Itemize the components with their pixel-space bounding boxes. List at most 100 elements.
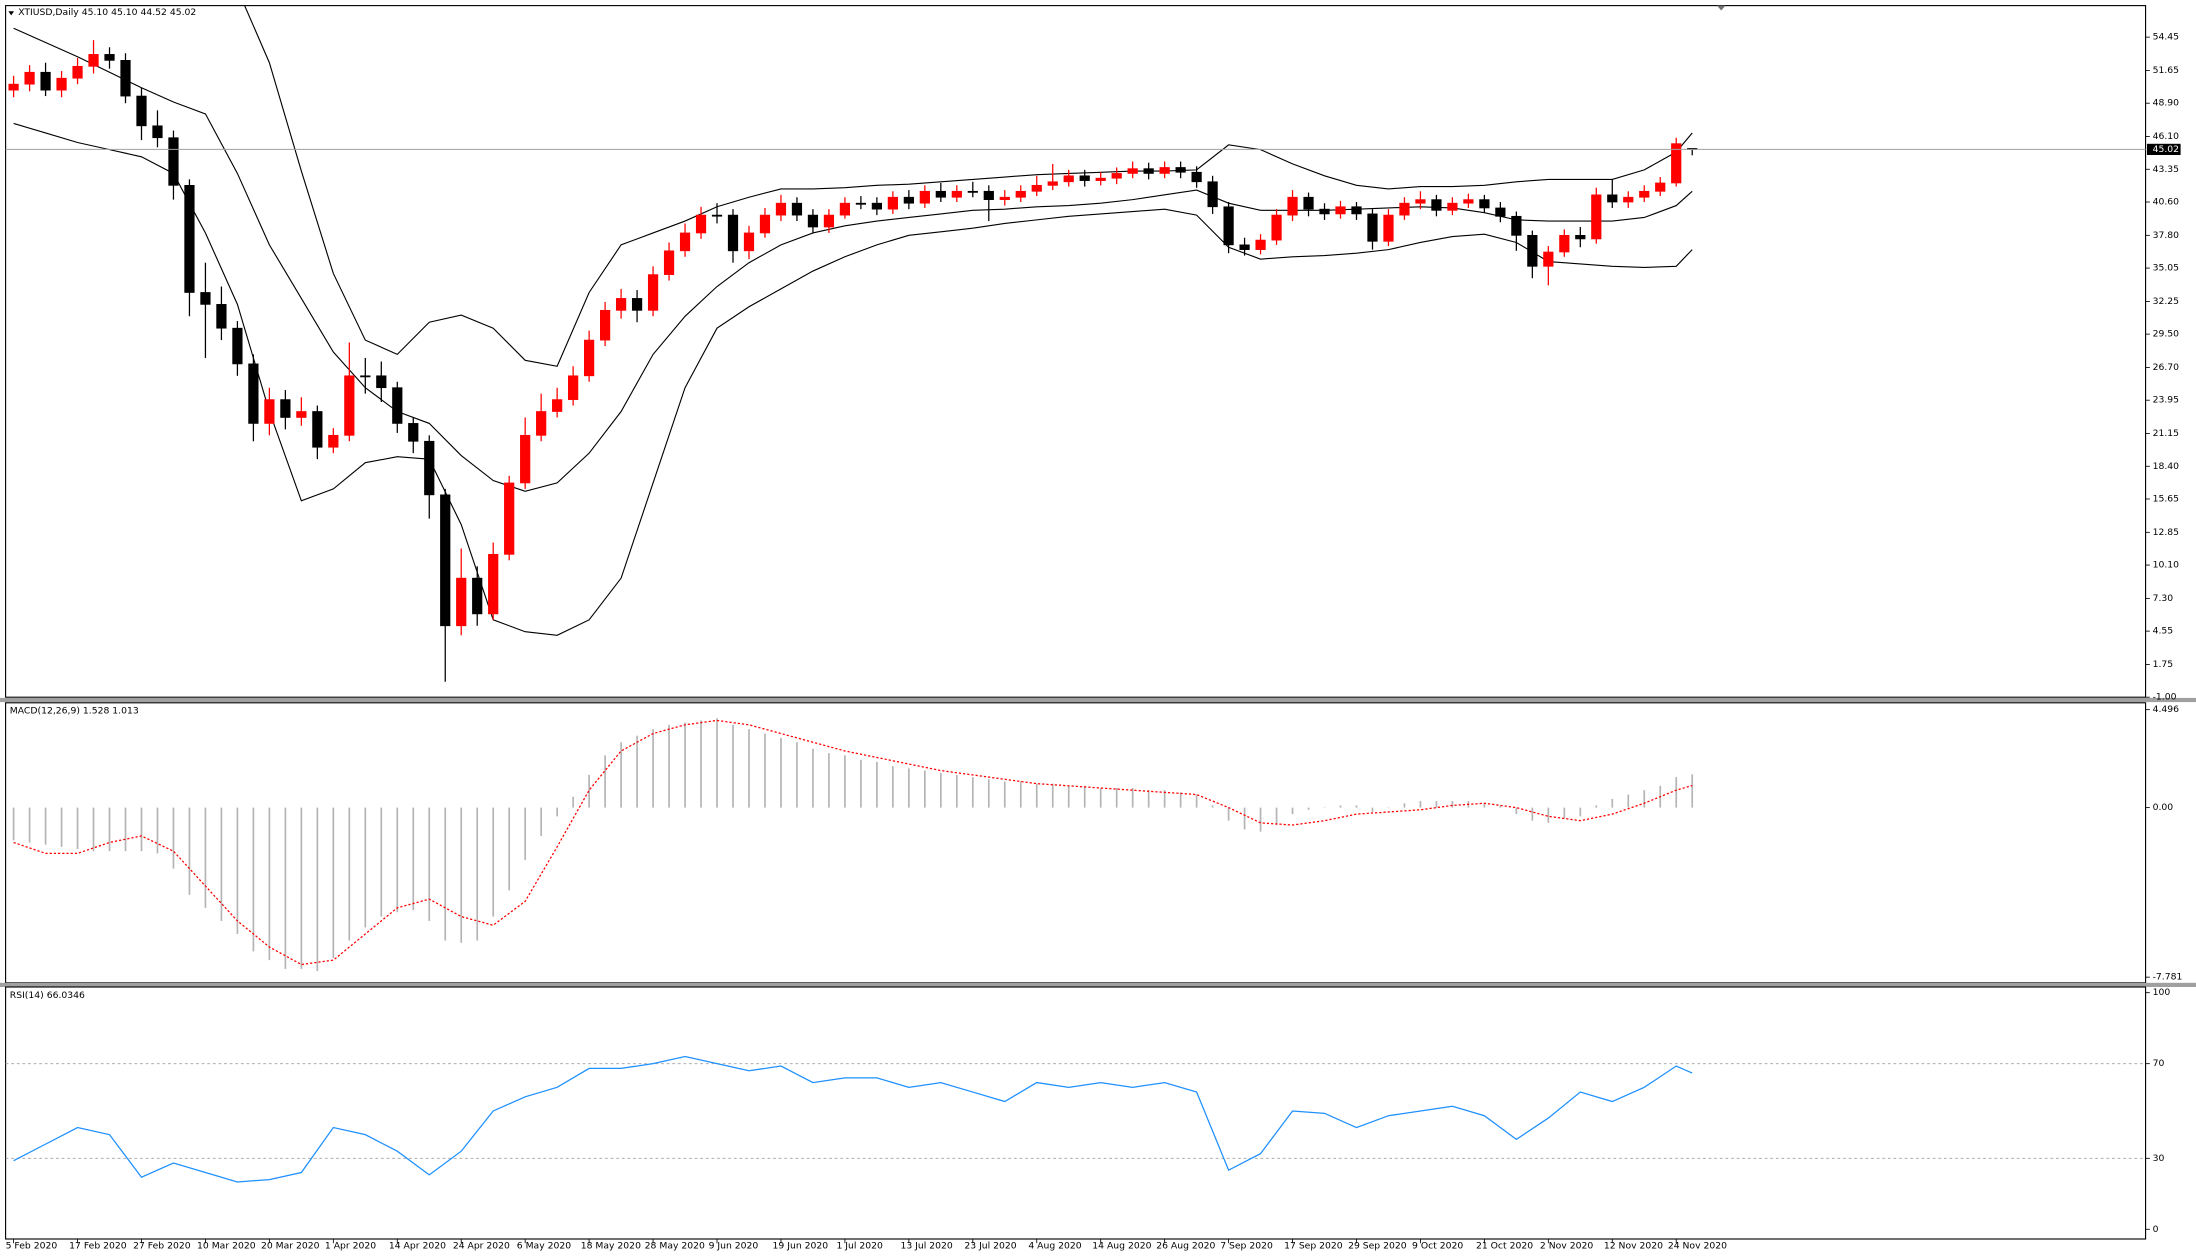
- macd-histogram-bar: [1611, 798, 1614, 808]
- macd-histogram-bar: [28, 807, 31, 843]
- candle-body: [935, 190, 946, 198]
- candle-body: [504, 482, 515, 555]
- x-tick-label: 9 Jun 2020: [709, 1241, 759, 1252]
- candle-body: [1143, 168, 1154, 174]
- x-tick-label: 28 May 2020: [645, 1241, 705, 1252]
- candle-body: [1191, 171, 1202, 183]
- macd-histogram-bar: [1531, 807, 1534, 821]
- candle-body: [1207, 181, 1218, 208]
- candle-body: [120, 60, 131, 97]
- shift-marker: [1717, 5, 1726, 11]
- macd-histogram-bar: [1035, 783, 1038, 808]
- macd-histogram-bar: [1691, 774, 1694, 808]
- candle-body: [1351, 206, 1362, 215]
- candle-body: [1655, 182, 1666, 192]
- candle-body: [280, 399, 291, 418]
- macd-histogram-bar: [1211, 805, 1214, 808]
- candle-body: [376, 375, 387, 389]
- candle-body: [903, 196, 914, 204]
- macd-histogram-bar: [1051, 783, 1054, 808]
- candle-body: [248, 363, 259, 424]
- macd-histogram-bar: [460, 807, 463, 943]
- candle-body: [807, 214, 819, 228]
- macd-histogram-bar: [236, 807, 239, 934]
- macd-title: MACD(12,26,9) 1.528 1.013: [10, 706, 139, 717]
- macd-histogram-bar: [971, 777, 974, 808]
- macd-histogram-bar: [172, 807, 175, 869]
- x-tick-label: 18 May 2020: [581, 1241, 641, 1252]
- menu-triangle[interactable]: [8, 11, 15, 16]
- macd-histogram-bar: [1371, 807, 1374, 812]
- macd-histogram-bar: [1099, 787, 1102, 808]
- candle-body: [775, 202, 787, 216]
- y-tick-label: 1.75: [2153, 659, 2174, 670]
- macd-histogram-bar: [476, 807, 479, 941]
- x-tick-label: 7 Sep 2020: [1220, 1241, 1273, 1252]
- macd-histogram-bar: [1083, 785, 1086, 808]
- y-tick-label: 23.95: [2153, 395, 2180, 406]
- candle-body: [1015, 190, 1026, 198]
- candle-body: [631, 298, 643, 311]
- x-tick-label: 6 May 2020: [517, 1241, 571, 1252]
- macd-histogram-bar: [1355, 805, 1358, 808]
- candle-body: [1255, 239, 1266, 250]
- macd-histogram-bar: [44, 807, 47, 845]
- macd-histogram-bar: [636, 735, 638, 808]
- candle-body: [647, 274, 659, 311]
- candle-body: [88, 54, 99, 67]
- candle-body: [823, 214, 835, 228]
- y-tick-label: -1.00: [2153, 692, 2177, 703]
- chart-title: XTIUSD,Daily 45.10 45.10 44.52 45.02: [18, 7, 196, 18]
- candle-body: [1303, 196, 1314, 210]
- bollinger-band: [13, 122, 1693, 636]
- macd-histogram-bar: [1131, 787, 1134, 808]
- panel-separator: [0, 697, 2196, 703]
- rsi-line: [13, 1055, 1693, 1183]
- macd-histogram-bar: [1595, 805, 1598, 808]
- macd-histogram-bar: [1147, 790, 1150, 808]
- candle-body: [472, 577, 483, 615]
- macd-histogram-bar: [1195, 794, 1198, 808]
- macd-histogram-bar: [556, 807, 558, 817]
- candle-body: [136, 95, 147, 127]
- macd-histogram-bar: [1019, 781, 1022, 808]
- candle-body: [488, 554, 499, 615]
- candle-body: [1079, 175, 1090, 181]
- candle-body: [1575, 234, 1586, 240]
- candle-body: [919, 190, 930, 204]
- y-tick-label: 48.90: [2153, 98, 2180, 109]
- y-tick-label: -7.781: [2153, 972, 2183, 983]
- candle-body: [1591, 194, 1602, 240]
- rsi-panel-frame: [5, 986, 2147, 1240]
- candle-body: [1239, 244, 1250, 250]
- macd-histogram-bar: [876, 761, 878, 808]
- candle-body: [695, 214, 707, 234]
- macd-histogram-bar: [828, 753, 830, 808]
- candle-body: [1335, 206, 1346, 215]
- candle-body: [328, 434, 339, 448]
- x-tick-label: 5 Feb 2020: [6, 1241, 58, 1252]
- candle-body: [24, 71, 35, 85]
- candle-body: [8, 83, 19, 91]
- x-tick-label: 17 Sep 2020: [1284, 1241, 1343, 1252]
- macd-histogram-bar: [1003, 781, 1006, 808]
- candle-body: [56, 77, 67, 91]
- macd-histogram-bar: [716, 718, 718, 808]
- macd-histogram-bar: [1259, 807, 1262, 832]
- y-tick-label: 35.05: [2153, 263, 2180, 274]
- y-tick-label: 32.25: [2153, 296, 2180, 307]
- candle-body: [615, 298, 627, 311]
- y-tick-label: 43.35: [2153, 164, 2180, 175]
- macd-histogram-bar: [1419, 801, 1422, 808]
- macd-histogram-bar: [652, 729, 654, 808]
- candle-body: [759, 214, 771, 234]
- macd-histogram-bar: [492, 807, 495, 917]
- candle-body: [1175, 167, 1186, 173]
- macd-histogram-bar: [732, 724, 734, 808]
- candle-body: [184, 184, 195, 293]
- macd-histogram-bar: [204, 807, 207, 908]
- macd-histogram-bar: [1627, 794, 1630, 808]
- macd-histogram-bar: [140, 807, 143, 852]
